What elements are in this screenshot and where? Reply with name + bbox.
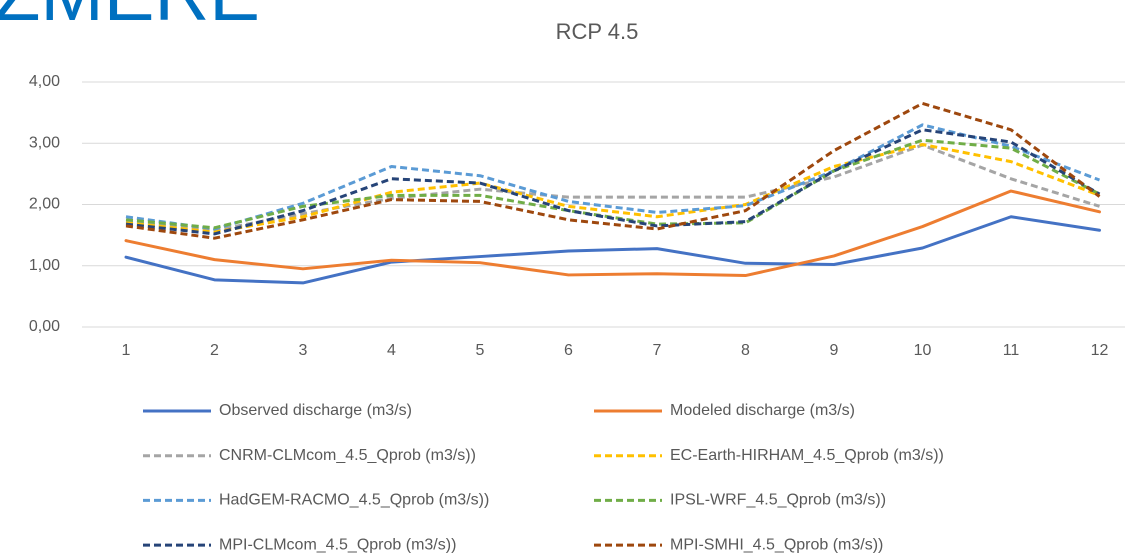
x-tick-label: 2 [210,342,219,359]
logo: ZMERE [0,0,260,37]
x-tick-label: 7 [653,342,662,359]
series-line [125,143,1100,232]
x-tick-label: 11 [1003,342,1020,359]
x-tick-label: 1 [122,342,131,359]
y-tick-label: 4,00 [29,73,60,90]
x-tick-label: 8 [741,342,750,359]
legend-label: IPSL-WRF_4.5_Qprob (m3/s)) [670,492,886,509]
x-tick-label: 3 [299,342,308,359]
x-tick-label: 6 [564,342,573,359]
series-line [125,138,1101,230]
x-tick-label: 4 [387,342,396,359]
series-line [125,128,1101,236]
x-tick-label: 10 [914,342,932,359]
legend-label: MPI-SMHI_4.5_Qprob (m3/s)) [670,536,883,553]
x-tick-label: 12 [1091,342,1109,359]
series-line [125,123,1101,231]
series-line [124,215,1101,285]
y-tick-label: 0,00 [29,318,60,335]
chart-title: RCP 4.5 [556,19,639,44]
legend-label: EC-Earth-HIRHAM_4.5_Qprob (m3/s)) [670,447,944,464]
series-line [125,142,1101,234]
series-line [124,189,1101,278]
y-tick-label: 2,00 [29,196,60,213]
legend-label: MPI-CLMcom_4.5_Qprob (m3/s)) [219,536,456,553]
y-tick-label: 1,00 [29,257,60,274]
legend-label: HadGEM-RACMO_4.5_Qprob (m3/s)) [219,492,489,509]
x-tick-label: 5 [476,342,485,359]
legend-label: Modeled discharge (m3/s) [670,402,855,419]
series-line [125,101,1101,240]
y-tick-label: 3,00 [29,134,60,151]
legend-label: Observed discharge (m3/s) [219,402,412,419]
x-tick-label: 9 [830,342,839,359]
legend-label: CNRM-CLMcom_4.5_Qprob (m3/s)) [219,447,476,464]
